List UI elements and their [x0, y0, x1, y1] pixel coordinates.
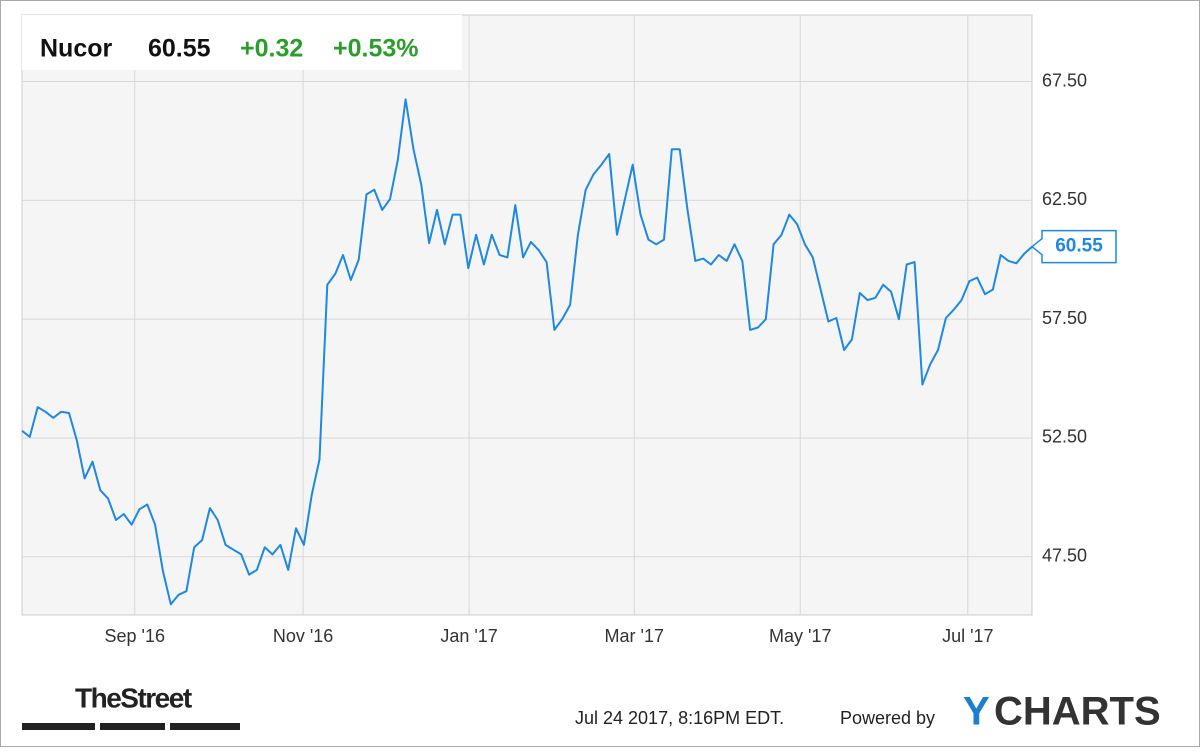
y-tick-label: 62.50 [1042, 189, 1087, 209]
brand-rest: CHARTS [994, 690, 1161, 734]
source-logo: TheStreet [75, 682, 192, 713]
ticker-change-pct: +0.53% [333, 35, 419, 63]
y-tick-label: 52.50 [1042, 427, 1087, 447]
ticker-change: +0.32 [240, 35, 303, 63]
x-tick-label: Jan '17 [440, 626, 497, 646]
x-tick-label: Mar '17 [605, 626, 664, 646]
x-tick-label: Jul '17 [942, 626, 993, 646]
y-tick-label: 47.50 [1042, 546, 1087, 566]
x-tick-label: Nov '16 [273, 626, 333, 646]
logo-bar [22, 723, 95, 730]
grid [22, 15, 1032, 615]
header-box [22, 15, 462, 70]
price-line [21, 98, 1033, 606]
logo-bar [170, 723, 240, 730]
y-tick-label: 67.50 [1042, 70, 1087, 90]
logo-bar [100, 723, 165, 730]
lines [21, 98, 1033, 606]
last-price-label: 60.55 [1055, 236, 1103, 257]
ticker-price: 60.55 [148, 35, 211, 63]
last-price-callout [1030, 229, 1117, 264]
x-tick-label: May '17 [769, 626, 831, 646]
y-tick-label: 57.50 [1042, 308, 1087, 328]
x-tick-label: Sep '16 [104, 626, 165, 646]
ticker-name: Nucor [40, 35, 113, 63]
powered-by: Powered by [840, 708, 935, 728]
brand-y: Y [963, 690, 990, 734]
plot-area [21, 14, 1033, 616]
timestamp: Jul 24 2017, 8:16PM EDT. [575, 708, 784, 728]
